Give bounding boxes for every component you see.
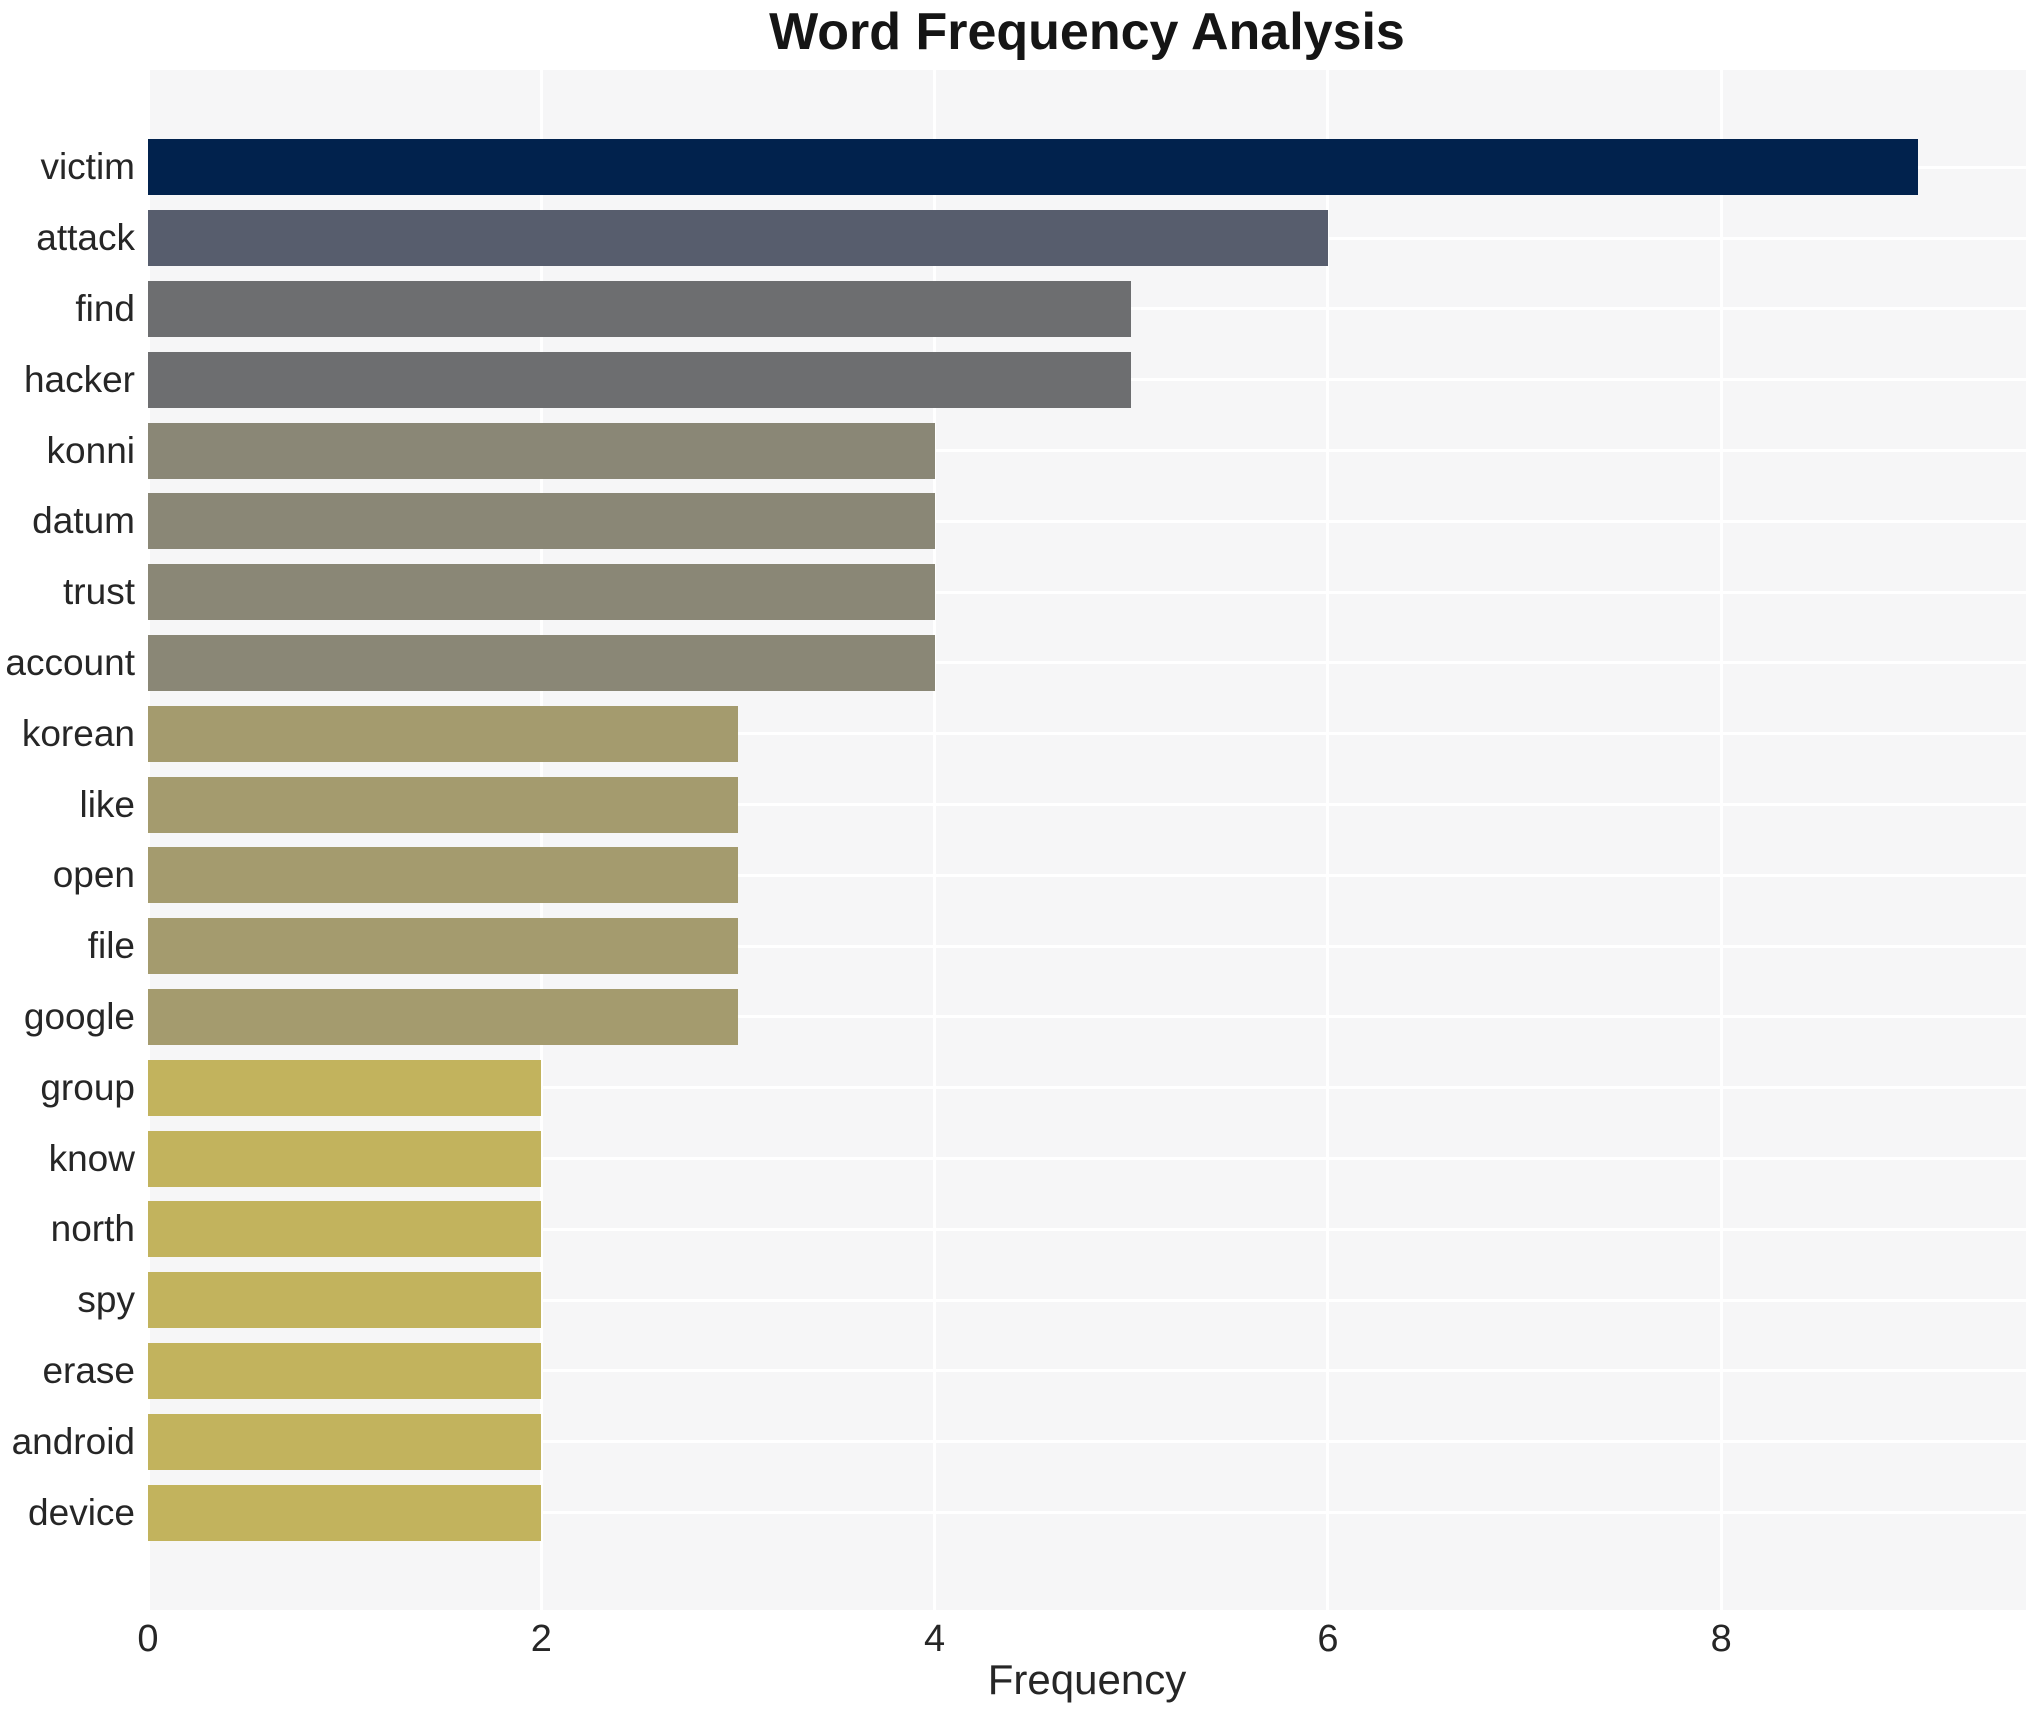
- y-tick-label-know: know: [48, 1137, 135, 1179]
- bar-file: [148, 918, 738, 975]
- y-tick-label-like: like: [79, 783, 135, 825]
- grid-line-x-2: [539, 70, 543, 1610]
- bar-spy: [148, 1272, 542, 1329]
- bar-hacker: [148, 351, 1132, 408]
- grid-line-y-konni: [148, 449, 2026, 453]
- bar-row-victim: [148, 132, 2026, 203]
- y-tick-label-group: group: [40, 1066, 135, 1108]
- grid-line-y-open: [148, 873, 2026, 877]
- grid-line-x-4: [933, 70, 937, 1610]
- grid-line-y-trust: [148, 590, 2026, 594]
- y-tick-label-north: north: [50, 1208, 135, 1250]
- bar-trust: [148, 564, 935, 621]
- bar-konni: [148, 422, 935, 479]
- grid-line-x-8: [1719, 70, 1723, 1610]
- bar-find: [148, 280, 1132, 337]
- grid-line-y-device: [148, 1511, 2026, 1515]
- grid-line-y-android: [148, 1440, 2026, 1444]
- y-tick-label-erase: erase: [42, 1349, 135, 1391]
- grid-line-y-spy: [148, 1298, 2026, 1302]
- bar-row-north: [148, 1194, 2026, 1265]
- bar-attack: [148, 210, 1328, 267]
- bar-row-attack: [148, 203, 2026, 274]
- bar-korean: [148, 705, 738, 762]
- y-tick-label-konni: konni: [46, 429, 135, 471]
- y-tick-label-korean: korean: [21, 712, 135, 754]
- bar-group: [148, 1059, 542, 1116]
- bar-row-korean: [148, 698, 2026, 769]
- bar-row-like: [148, 769, 2026, 840]
- bar-row-find: [148, 274, 2026, 345]
- y-tick-label-file: file: [87, 925, 135, 967]
- x-tick-label-8: 8: [1710, 1618, 1732, 1660]
- x-tick-label-6: 6: [1317, 1618, 1339, 1660]
- bar-row-android: [148, 1406, 2026, 1477]
- y-tick-label-trust: trust: [63, 571, 135, 613]
- x-tick-label-2: 2: [530, 1618, 552, 1660]
- bar-row-konni: [148, 415, 2026, 486]
- bar-google: [148, 988, 738, 1045]
- bar-device: [148, 1484, 542, 1541]
- bar-row-spy: [148, 1265, 2026, 1336]
- bar-datum: [148, 493, 935, 550]
- grid-line-y-korean: [148, 732, 2026, 736]
- bar-row-know: [148, 1123, 2026, 1194]
- y-tick-label-google: google: [23, 995, 135, 1037]
- bar-know: [148, 1130, 542, 1187]
- grid-line-x-6: [1326, 70, 1330, 1610]
- bar-row-hacker: [148, 344, 2026, 415]
- bar-like: [148, 776, 738, 833]
- grid-line-y-datum: [148, 519, 2026, 523]
- chart-title: Word Frequency Analysis: [769, 3, 1405, 61]
- grid-line-y-north: [148, 1227, 2026, 1231]
- grid-line-x-0: [146, 70, 150, 1610]
- y-tick-label-spy: spy: [77, 1279, 135, 1321]
- bar-north: [148, 1201, 542, 1258]
- y-tick-label-device: device: [28, 1491, 135, 1533]
- bar-android: [148, 1413, 542, 1470]
- x-axis-ticks: 0 2 4 6 8: [137, 1610, 2026, 1660]
- bar-account: [148, 634, 935, 691]
- y-tick-label-datum: datum: [32, 500, 135, 542]
- bar-row-file: [148, 911, 2026, 982]
- y-tick-label-find: find: [75, 287, 135, 329]
- y-tick-label-victim: victim: [40, 146, 135, 188]
- grid-line-y-account: [148, 661, 2026, 665]
- y-tick-label-account: account: [5, 641, 135, 683]
- grid-line-y-erase: [148, 1369, 2026, 1373]
- bar-row-datum: [148, 486, 2026, 557]
- x-tick-label-0: 0: [137, 1618, 159, 1660]
- grid-line-y-know: [148, 1157, 2026, 1161]
- grid-line-y-file: [148, 944, 2026, 948]
- bar-open: [148, 847, 738, 904]
- y-tick-label-android: android: [11, 1420, 135, 1462]
- bar-row-erase: [148, 1336, 2026, 1407]
- grid-line-y-like: [148, 803, 2026, 807]
- bar-victim: [148, 139, 1918, 196]
- plot-area: [146, 70, 2026, 1610]
- bar-erase: [148, 1342, 542, 1399]
- y-tick-label-open: open: [52, 854, 135, 896]
- bar-row-account: [148, 628, 2026, 699]
- bar-row-google: [148, 982, 2026, 1053]
- x-tick-label-4: 4: [924, 1618, 946, 1660]
- x-axis-label: Frequency: [987, 1656, 1187, 1703]
- bar-row-device: [148, 1477, 2026, 1548]
- grid-line-y-google: [148, 1015, 2026, 1019]
- y-tick-label-attack: attack: [36, 217, 135, 259]
- grid-line-y-group: [148, 1086, 2026, 1090]
- bar-row-open: [148, 840, 2026, 911]
- y-axis-labels: victim attack find hacker konni datum trust acc…: [0, 70, 135, 1610]
- bar-row-trust: [148, 557, 2026, 628]
- y-tick-label-hacker: hacker: [23, 358, 135, 400]
- bar-row-group: [148, 1052, 2026, 1123]
